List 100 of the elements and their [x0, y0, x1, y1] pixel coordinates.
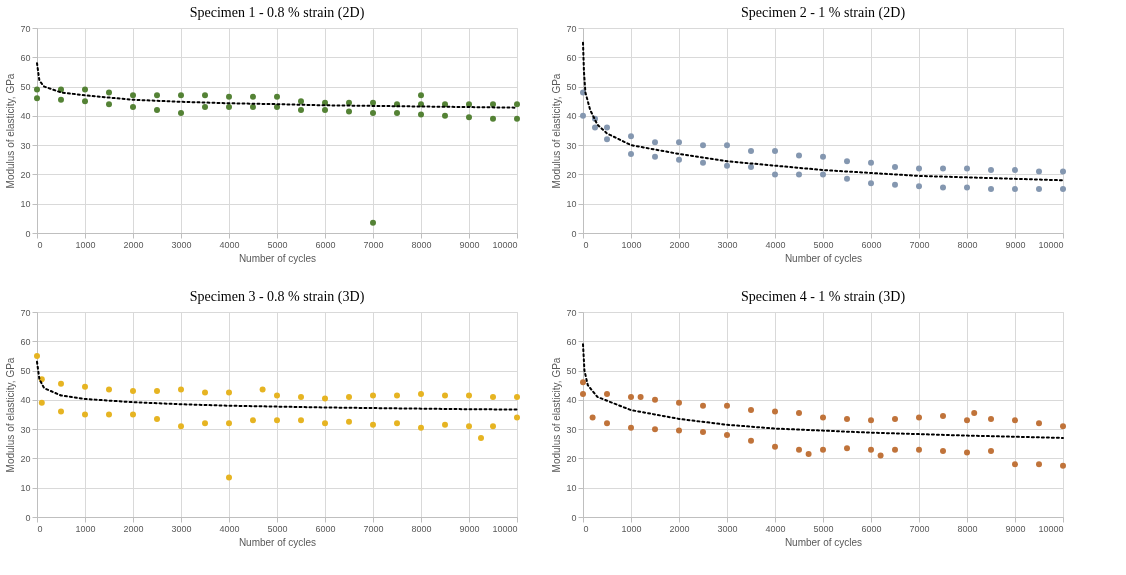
point [298, 98, 304, 105]
y-axis-title: Modulus of elasticity, GPa [5, 357, 17, 473]
point [38, 399, 45, 406]
point [490, 393, 496, 400]
point [748, 437, 754, 444]
point [820, 446, 826, 453]
point [892, 415, 898, 422]
point [604, 124, 610, 131]
point [130, 411, 136, 418]
x-tick-label: 0 [583, 239, 589, 250]
point [772, 148, 778, 154]
y-tick-label: 40 [20, 111, 31, 122]
point [466, 392, 472, 399]
y-axis-title: Modulus of elasticity, GPa [5, 73, 17, 189]
y-tick-label: 20 [566, 453, 577, 464]
point [868, 446, 874, 453]
point [34, 352, 40, 359]
point [652, 153, 658, 160]
point [154, 388, 160, 395]
y-tick-label: 20 [20, 169, 31, 180]
point [394, 392, 400, 399]
chart-title: Specimen 1 - 0.8 % strain (2D) [189, 5, 365, 21]
point [370, 99, 376, 106]
point [700, 159, 706, 166]
point [652, 396, 658, 403]
point [130, 92, 136, 99]
x-tick-label: 0 [583, 523, 589, 534]
y-tick-label: 30 [20, 140, 31, 151]
point [628, 424, 634, 431]
x-tick-label: 1000 [621, 239, 642, 250]
point [466, 114, 472, 121]
point [844, 445, 850, 452]
point [820, 171, 826, 178]
x-tick-label: 9000 [459, 239, 480, 250]
point [346, 393, 352, 400]
x-tick-label: 6000 [315, 523, 336, 534]
y-tick-label: 70 [20, 307, 31, 318]
x-axis-title: Number of cycles [238, 536, 317, 548]
point [370, 421, 376, 428]
point [772, 443, 778, 450]
x-tick-label: 3000 [171, 239, 192, 250]
x-tick-label: 8000 [411, 523, 432, 534]
point [202, 420, 208, 427]
point [418, 424, 424, 431]
point [466, 101, 472, 108]
point [1012, 461, 1018, 468]
x-tick-label: 10000 [492, 523, 518, 534]
x-tick-label: 8000 [411, 239, 432, 250]
point [724, 402, 730, 409]
point [226, 420, 232, 427]
point [580, 112, 586, 119]
point [82, 98, 88, 105]
point [892, 446, 898, 453]
point [202, 104, 208, 111]
line-series [582, 41, 1064, 182]
chart-title: Specimen 2 - 1 % strain (2D) [740, 5, 906, 21]
x-tick-label: 5000 [813, 523, 834, 534]
point [964, 165, 970, 172]
point [1060, 186, 1066, 193]
point [442, 112, 448, 119]
point [202, 389, 208, 396]
x-tick-label: 8000 [957, 239, 978, 250]
point [274, 104, 280, 111]
point [988, 448, 994, 455]
y-axis-title: Modulus of elasticity, GPa [551, 357, 563, 473]
point [805, 451, 812, 458]
point [748, 148, 754, 154]
point [322, 395, 328, 402]
x-tick-label: 7000 [363, 523, 384, 534]
point [514, 101, 520, 108]
point [250, 104, 256, 111]
point [1036, 186, 1042, 193]
x-tick-label: 7000 [909, 239, 930, 250]
point [154, 415, 160, 422]
point [322, 107, 328, 113]
point [580, 379, 586, 386]
line-series [582, 343, 1064, 439]
point [178, 423, 184, 430]
point [796, 171, 802, 178]
point [370, 219, 376, 226]
y-tick-label: 30 [20, 424, 31, 435]
point [298, 417, 304, 424]
point [676, 427, 682, 434]
point [418, 391, 424, 397]
point [940, 184, 946, 191]
point [604, 420, 610, 427]
point [418, 111, 424, 118]
x-tick-label: 4000 [765, 239, 786, 250]
y-tick-label: 50 [566, 82, 577, 93]
x-tick-label: 9000 [1005, 523, 1026, 534]
point [676, 139, 682, 146]
point [940, 165, 946, 172]
point [892, 164, 898, 171]
x-tick-label: 0 [37, 523, 43, 534]
point [988, 167, 994, 174]
point [772, 408, 778, 415]
y-tick-label: 50 [566, 366, 577, 377]
point [700, 429, 706, 436]
x-tick-label: 1000 [75, 239, 96, 250]
point [1036, 420, 1042, 427]
